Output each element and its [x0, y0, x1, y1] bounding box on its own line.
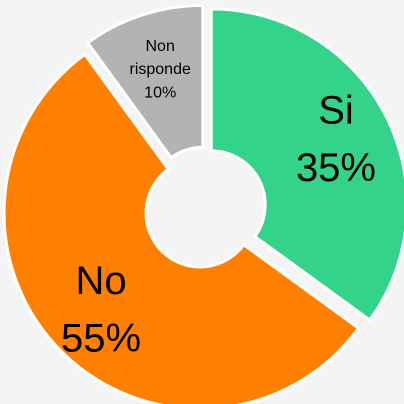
donut-slice: [209, 7, 404, 323]
slice-category-label: Si: [318, 88, 354, 132]
slice-value-label: 10%: [144, 85, 176, 102]
slice-category-label: Non risponde: [130, 38, 191, 78]
slice-category-label: No: [75, 259, 126, 303]
donut-slice: [2, 52, 361, 404]
slice-value-label: 35%: [296, 146, 376, 190]
donut-slice: [85, 3, 205, 160]
slice-value-label: 55%: [61, 317, 141, 361]
